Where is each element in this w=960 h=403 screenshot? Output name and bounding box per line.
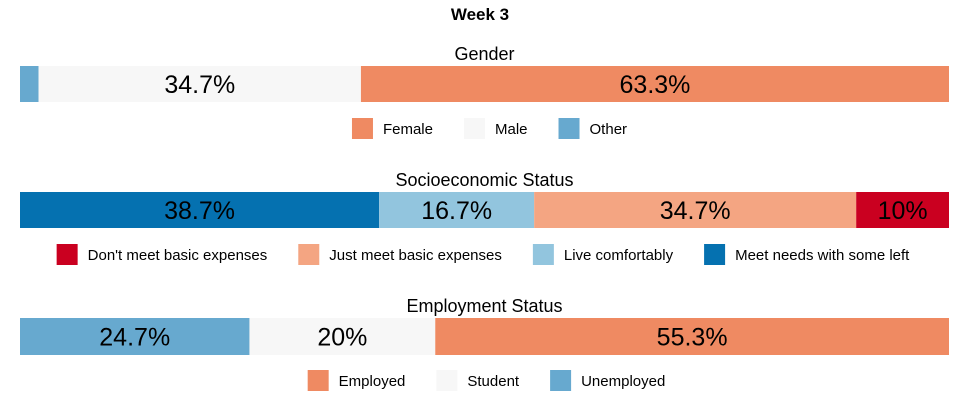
panel-2: Employment Status 24.7% 20% 55.3% Employed St… <box>20 296 949 391</box>
bar-segment <box>379 192 535 228</box>
bar-segment <box>534 192 857 228</box>
segment-label: 16.7% <box>421 197 492 225</box>
panel-title: Gender <box>454 44 514 64</box>
segment-label: 63.3% <box>620 71 691 99</box>
legend-label: Male <box>495 121 528 138</box>
legend-swatch <box>436 370 458 391</box>
legend-swatch <box>550 370 572 391</box>
panel-1: Socioeconomic Status 38.7% 16.7% 34.7% 10% Do… <box>20 170 949 265</box>
panel-title: Socioeconomic Status <box>395 170 573 190</box>
legend-label: Female <box>383 121 433 138</box>
chart-title: Week 3 <box>451 5 509 24</box>
segment-label: 38.7% <box>164 197 235 225</box>
legend-swatch <box>351 118 373 139</box>
bar-segment <box>38 66 361 102</box>
legend-label: Student <box>467 373 520 390</box>
segment-label: 10% <box>878 197 928 225</box>
legend-swatch <box>464 118 485 139</box>
panels: Gender 34.7% 63.3% Female Male Other Socioecon… <box>20 44 949 391</box>
legend-label: Meet needs with some left <box>735 247 910 264</box>
panel-title: Employment Status <box>406 296 562 316</box>
legend-label: Unemployed <box>581 373 665 390</box>
legend-label: Live comfortably <box>564 247 674 264</box>
bar-segment <box>20 192 380 228</box>
legend-swatch <box>532 244 554 265</box>
legend-swatch <box>558 118 580 139</box>
segment-label: 55.3% <box>657 324 728 352</box>
legend: Female Male Other <box>351 118 628 139</box>
legend-swatch <box>298 244 320 265</box>
legend-swatch <box>704 244 726 265</box>
segment-label: 34.7% <box>660 197 731 225</box>
bar-segment <box>20 318 250 355</box>
bar-segment <box>249 318 436 355</box>
legend: Don't meet basic expenses Just meet basic… <box>56 244 910 265</box>
bar-segment <box>360 66 949 102</box>
bar-segment <box>20 66 39 102</box>
bar-segment <box>435 318 949 355</box>
legend-label: Other <box>590 121 628 138</box>
legend-label: Just meet basic expenses <box>329 247 502 264</box>
segment-label: 20% <box>317 324 367 352</box>
legend-swatch <box>56 244 78 265</box>
legend: Employed Student Unemployed <box>307 370 665 391</box>
panel-0: Gender 34.7% 63.3% Female Male Other <box>20 44 949 139</box>
legend-swatch <box>307 370 329 391</box>
segment-label: 24.7% <box>99 324 170 352</box>
segment-label: 34.7% <box>164 71 235 99</box>
legend-label: Don't meet basic expenses <box>88 247 268 264</box>
bar-segment <box>856 192 949 228</box>
legend-label: Employed <box>339 373 406 390</box>
